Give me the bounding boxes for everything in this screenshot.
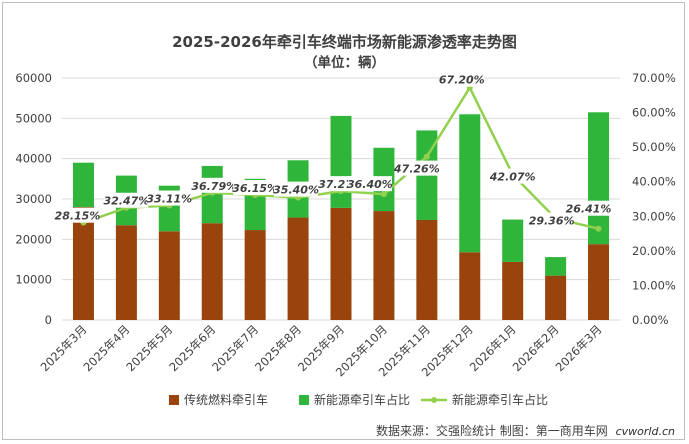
data-label-background	[104, 192, 149, 208]
data-label: 29.36%	[529, 214, 575, 227]
x-axis-tick-label: 2026年3月	[553, 322, 605, 374]
right-axis-tick-label: 20.00%	[632, 244, 676, 258]
data-label-background	[394, 160, 439, 176]
data-label-background	[566, 200, 611, 216]
bar-traditional	[115, 225, 137, 320]
chart-subtitle: （单位：辆）	[304, 55, 385, 71]
data-label: 35.40%	[273, 184, 319, 197]
data-label-background	[439, 71, 484, 87]
legend-label-traditional: 传统燃料牵引车	[184, 392, 268, 407]
bar-new-energy	[588, 112, 610, 245]
share-point	[380, 191, 387, 198]
right-axis-tick-label: 40.00%	[632, 175, 676, 189]
data-label-background	[274, 181, 319, 197]
right-axis-tick-label: 0.00%	[632, 313, 669, 327]
data-label-background	[55, 207, 100, 223]
data-label: 32.47%	[103, 195, 149, 208]
bar-new-energy	[72, 162, 94, 208]
data-label-background	[147, 190, 192, 206]
data-label: 47.26%	[393, 163, 440, 176]
data-label-background	[490, 168, 535, 184]
left-axis-tick-label: 0	[45, 313, 52, 327]
left-axis-tick-label: 30000	[15, 192, 52, 206]
data-label-background	[529, 212, 574, 228]
bar-traditional	[201, 223, 223, 320]
right-axis-tick-label: 10.00%	[632, 278, 676, 292]
legend-label-share: 新能源牵引车占比	[452, 392, 548, 407]
data-label: 36.40%	[347, 178, 393, 191]
bar-traditional	[244, 230, 266, 320]
legend-marker-share	[431, 397, 437, 403]
data-label: 28.15%	[55, 210, 101, 223]
share-point	[595, 225, 602, 232]
data-label: 26.41%	[566, 203, 612, 216]
watermark: cvworld.cn	[615, 425, 675, 438]
data-label: 33.11%	[146, 193, 192, 206]
right-axis-tick-label: 50.00%	[632, 140, 676, 154]
data-label: 36.79%	[191, 180, 237, 193]
share-point	[423, 153, 430, 160]
data-label: 67.20%	[439, 74, 485, 87]
data-label: 42.07%	[489, 171, 536, 184]
legend-swatch-traditional	[169, 395, 179, 405]
legend-swatch-new-energy	[299, 395, 309, 405]
data-label-background	[347, 176, 392, 192]
data-label-background	[233, 180, 278, 196]
bar-traditional	[588, 244, 610, 320]
left-axis-tick-label: 40000	[15, 152, 52, 166]
left-axis-tick-label: 10000	[15, 273, 52, 287]
left-axis-tick-label: 50000	[15, 111, 52, 125]
right-axis-tick-label: 60.00%	[632, 106, 676, 120]
left-axis-tick-label: 60000	[15, 71, 52, 85]
bar-traditional	[459, 252, 481, 320]
bar-traditional	[502, 261, 524, 320]
data-source-footer: 数据来源：交强险统计 制图：第一商用车网 cvworld.cn	[376, 422, 675, 439]
bar-traditional	[158, 231, 180, 320]
bar-traditional	[373, 211, 395, 320]
bar-traditional	[545, 275, 567, 320]
legend-label-new-energy: 新能源牵引车占比	[314, 392, 410, 407]
bar-traditional	[287, 217, 309, 320]
data-label-background	[192, 177, 237, 193]
chart-title: 2025-2026年牵引车终端市场新能源渗透率走势图	[172, 33, 517, 51]
bar-new-energy	[502, 219, 524, 262]
data-label: 36.15%	[232, 182, 278, 195]
bar-traditional	[416, 219, 438, 320]
bar-traditional	[330, 207, 352, 320]
bar-new-energy	[545, 257, 567, 276]
bar-new-energy	[459, 114, 481, 253]
bar-traditional	[72, 207, 94, 320]
right-axis-tick-label: 70.00%	[632, 71, 676, 85]
left-axis-tick-label: 20000	[15, 232, 52, 246]
footer-text: 数据来源：交强险统计 制图：第一商用车网	[375, 424, 608, 438]
right-axis-tick-label: 30.00%	[632, 209, 676, 223]
